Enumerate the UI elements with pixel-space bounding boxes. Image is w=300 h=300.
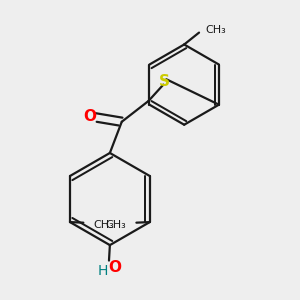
Text: CH₃: CH₃ <box>206 25 226 35</box>
Text: S: S <box>159 74 170 89</box>
Text: O: O <box>83 109 96 124</box>
Text: CH₃: CH₃ <box>105 220 126 230</box>
Text: CH₃: CH₃ <box>94 220 115 230</box>
Text: H: H <box>98 264 108 278</box>
Text: O: O <box>108 260 122 275</box>
